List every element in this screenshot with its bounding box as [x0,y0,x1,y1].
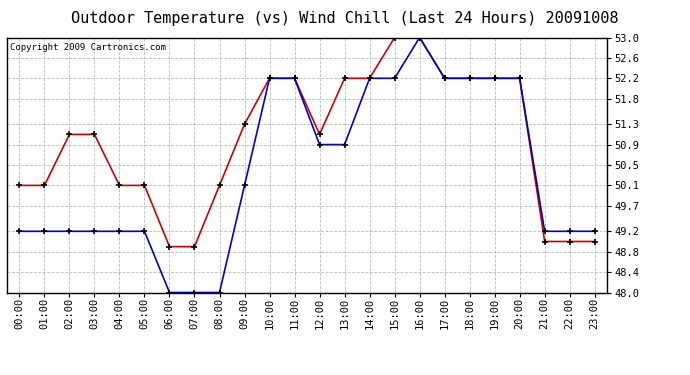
Text: Copyright 2009 Cartronics.com: Copyright 2009 Cartronics.com [10,43,166,52]
Text: Outdoor Temperature (vs) Wind Chill (Last 24 Hours) 20091008: Outdoor Temperature (vs) Wind Chill (Las… [71,11,619,26]
